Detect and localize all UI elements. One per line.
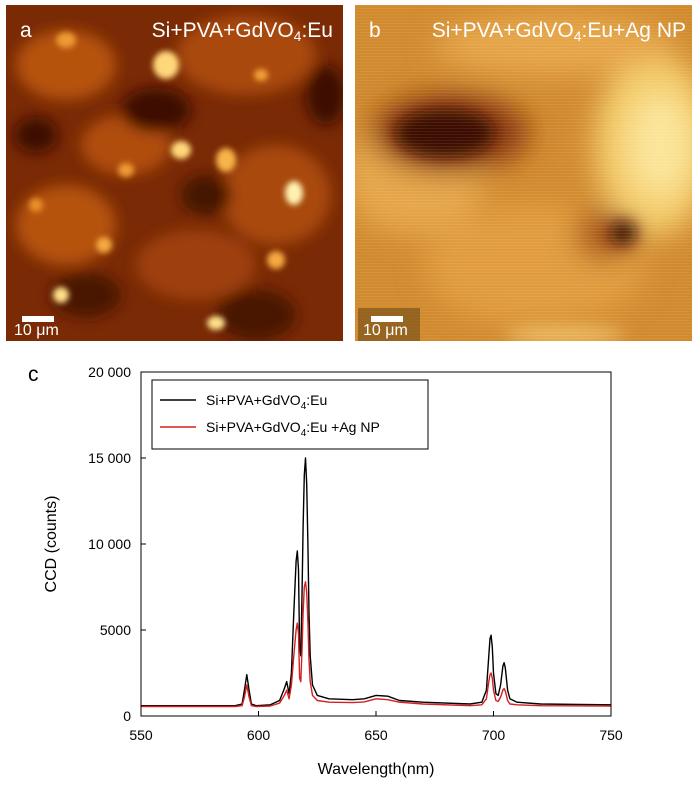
x-tick-label: 550 xyxy=(129,727,153,743)
scale-bar-line xyxy=(371,316,403,322)
panel-b-title-main: Si+PVA+GdVO xyxy=(431,19,574,42)
panel-a-title-sub: 4 xyxy=(293,28,302,44)
panel-a-title-main: Si+PVA+GdVO xyxy=(151,19,294,42)
panel-a-scale-label: 10 μm xyxy=(14,322,59,339)
legend-label-series-2: Si+PVA+GdVO4:Eu +Ag NP xyxy=(206,419,380,439)
legend-label-series-1: Si+PVA+GdVO4:Eu xyxy=(206,392,327,412)
panel-b-scale-bar: 10 μm xyxy=(358,308,420,341)
panel-b-afm-image: b Si+PVA+GdVO4:Eu+Ag NP 10 μm xyxy=(355,5,692,341)
afm-image-a xyxy=(6,5,343,341)
panel-a-letter: a xyxy=(20,19,32,42)
x-tick-label: 750 xyxy=(599,727,623,743)
y-tick-label: 0 xyxy=(123,708,131,724)
series-layer xyxy=(141,457,612,708)
y-axis: 0 5000 10 000 15 000 20 000 xyxy=(88,364,146,724)
series-line-1 xyxy=(141,457,612,707)
series-line-2 xyxy=(141,581,612,708)
panel-b-title: Si+PVA+GdVO4:Eu+Ag NP xyxy=(432,19,686,43)
panel-a-title-tail: :Eu xyxy=(301,19,333,42)
panel-b-scale-label: 10 μm xyxy=(363,322,408,339)
panel-b-letter: b xyxy=(369,19,381,42)
legend-2-tail: :Eu +Ag NP xyxy=(306,419,380,435)
afm-image-b xyxy=(355,5,692,341)
x-axis-label: Wavelength(nm) xyxy=(318,761,435,778)
plot-frame xyxy=(140,371,612,717)
panel-b-title-tail: :Eu+Ag NP xyxy=(581,19,686,42)
x-tick-label: 700 xyxy=(482,727,506,743)
y-axis-label: CCD (counts) xyxy=(43,496,60,593)
legend-2-sub: 4 xyxy=(301,428,307,439)
y-tick-label: 5000 xyxy=(100,622,131,638)
panel-a-title: Si+PVA+GdVO4:Eu xyxy=(152,19,333,43)
panel-a-scale-bar: 10 μm xyxy=(9,308,71,341)
y-tick-label: 20 000 xyxy=(88,364,131,380)
legend-2-main: Si+PVA+GdVO xyxy=(206,419,301,435)
x-tick-label: 650 xyxy=(364,727,388,743)
panel-c-letter: c xyxy=(28,363,39,386)
scale-bar-line xyxy=(22,316,54,322)
legend-1-tail: :Eu xyxy=(306,392,327,408)
x-axis: 550 600 650 700 750 xyxy=(129,711,623,743)
x-tick-label: 600 xyxy=(247,727,271,743)
legend-box xyxy=(151,379,429,450)
legend-1-sub: 4 xyxy=(301,401,307,412)
y-tick-label: 15 000 xyxy=(88,450,131,466)
panel-a-afm-image: a Si+PVA+GdVO4:Eu 10 μm xyxy=(6,5,343,341)
y-tick-label: 10 000 xyxy=(88,536,131,552)
legend-1-main: Si+PVA+GdVO xyxy=(206,392,301,408)
panel-b-title-sub: 4 xyxy=(573,28,582,44)
legend: Si+PVA+GdVO4:Eu Si+PVA+GdVO4:Eu +Ag NP xyxy=(151,379,429,450)
